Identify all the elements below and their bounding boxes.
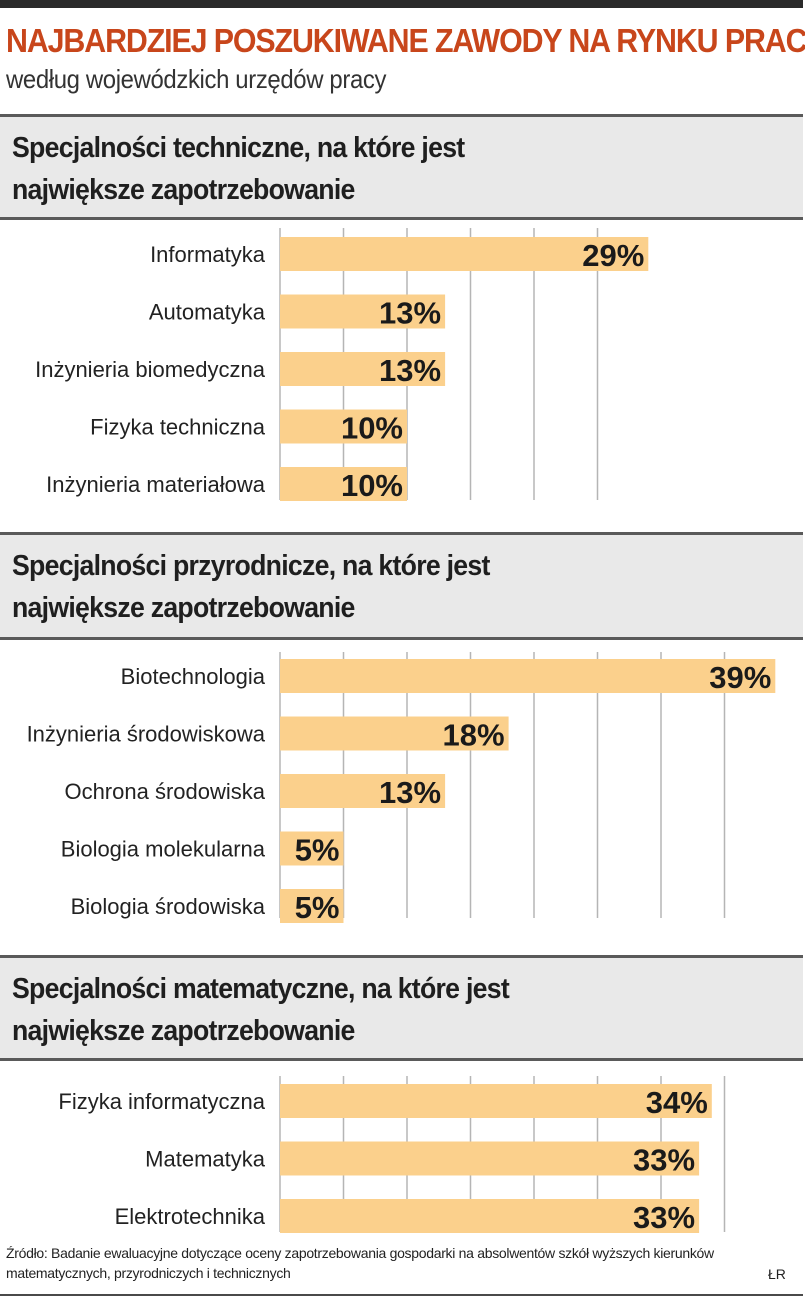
category-label: Biologia molekularna <box>61 837 266 862</box>
value-label: 13% <box>379 296 441 331</box>
value-label: 10% <box>341 411 403 446</box>
subtitle: według wojewódzkich urzędów pracy <box>6 64 387 94</box>
bar-natural <box>280 659 776 693</box>
bar-natural <box>280 831 344 866</box>
section-header-natural: Specjalności przyrodnicze, na które jest… <box>0 532 803 640</box>
value-label: 10% <box>341 468 403 503</box>
category-label: Automatyka <box>149 300 266 325</box>
bar-math <box>280 1084 712 1118</box>
bar-technical <box>280 294 446 329</box>
bar-natural <box>280 774 446 808</box>
author-credit: ŁR <box>768 1266 786 1282</box>
category-label: Matematyka <box>145 1147 266 1172</box>
section-title-technical: Specjalności techniczne, na które jest n… <box>12 132 465 206</box>
bar-technical <box>280 237 649 271</box>
value-label: 5% <box>295 890 340 925</box>
section-header-technical: Specjalności techniczne, na które jest n… <box>0 114 803 220</box>
section-title-natural: Specjalności przyrodnicze, na które jest… <box>12 550 490 624</box>
bar-natural <box>280 889 344 923</box>
category-label: Elektrotechnika <box>115 1204 266 1229</box>
value-label: 34% <box>646 1085 708 1120</box>
section-header-math: Specjalności matematyczne, na które jest… <box>0 955 803 1061</box>
value-label: 33% <box>633 1200 695 1235</box>
bar-math <box>280 1199 700 1233</box>
value-label: 13% <box>379 353 441 388</box>
main-title: NAJBARDZIEJ POSZUKIWANE ZAWODY NA RYNKU … <box>6 22 805 59</box>
category-label: Fizyka techniczna <box>90 415 266 440</box>
category-label: Biotechnologia <box>121 664 266 689</box>
category-label: Informatyka <box>150 242 266 267</box>
bar-technical <box>280 409 407 444</box>
value-label: 18% <box>443 718 505 753</box>
value-label: 33% <box>633 1143 695 1178</box>
bar-math <box>280 1141 700 1176</box>
top-rule <box>0 0 803 8</box>
category-label: Inżynieria biomedyczna <box>35 357 266 382</box>
category-label: Ochrona środowiska <box>64 779 265 804</box>
value-label: 39% <box>709 660 771 695</box>
category-label: Inżynieria środowiskowa <box>27 722 266 747</box>
bar-natural <box>280 716 509 751</box>
footer-source: Źródło: Badanie ewaluacyjne dotyczące oc… <box>6 1245 714 1281</box>
bar-technical <box>280 467 407 501</box>
section-title-math: Specjalności matematyczne, na które jest… <box>12 973 510 1047</box>
category-label: Inżynieria materiałowa <box>46 472 266 497</box>
category-label: Fizyka informatyczna <box>58 1089 265 1114</box>
value-label: 13% <box>379 775 441 810</box>
category-label: Biologia środowiska <box>71 894 266 919</box>
value-label: 29% <box>582 238 644 273</box>
bottom-rule <box>0 1294 803 1296</box>
value-label: 5% <box>295 833 340 868</box>
bar-technical <box>280 352 446 386</box>
